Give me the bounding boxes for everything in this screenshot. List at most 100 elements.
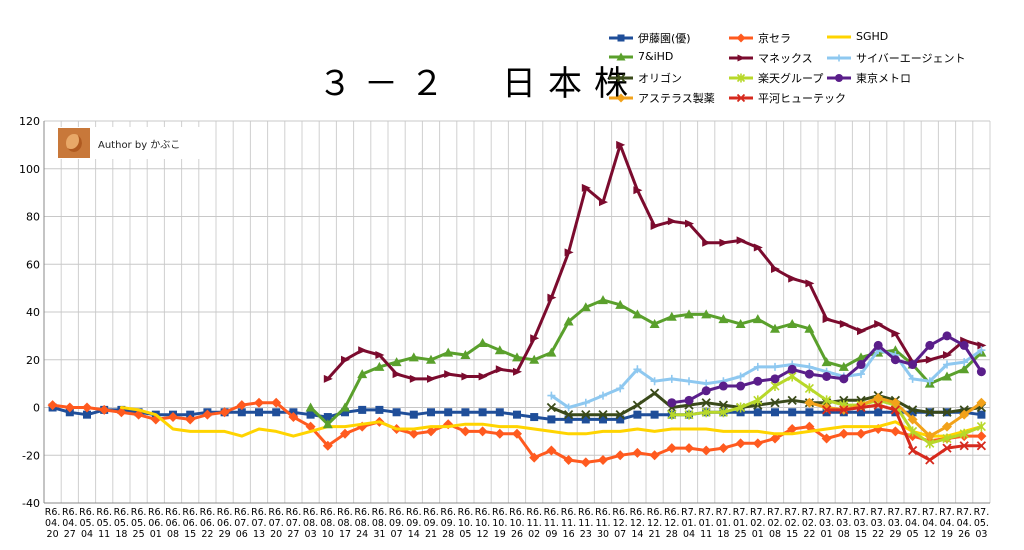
- data-point: [650, 222, 660, 231]
- data-point: [718, 314, 729, 324]
- data-point: [495, 408, 504, 417]
- data-point: [443, 347, 454, 357]
- data-point: [616, 52, 626, 60]
- x-tick-label: R6. 04. 20: [45, 507, 61, 540]
- legend-item: 東京メトロ: [826, 70, 911, 86]
- data-point: [650, 410, 659, 419]
- author-badge: Author by かぶこ: [58, 127, 203, 159]
- data-point: [408, 428, 419, 439]
- data-point: [943, 350, 952, 359]
- data-point: [237, 408, 246, 417]
- x-tick-label: R6. 08. 10: [320, 507, 336, 540]
- x-tick-label: R6. 05. 25: [131, 507, 147, 540]
- x-tick-label: R6. 06. 29: [217, 507, 233, 540]
- data-point: [835, 74, 843, 82]
- data-point: [185, 414, 196, 425]
- x-tick-label: R6. 06. 15: [182, 507, 198, 540]
- data-point: [907, 414, 918, 425]
- x-tick-label: R6. 11. 30: [595, 507, 611, 540]
- data-point: [667, 398, 677, 408]
- data-point: [753, 395, 763, 406]
- data-point: [633, 365, 642, 374]
- data-point: [444, 370, 454, 379]
- data-point: [857, 327, 866, 336]
- y-tick-label: -20: [22, 449, 40, 462]
- x-tick-label: R7. 01. 25: [733, 507, 749, 540]
- data-point: [684, 443, 694, 454]
- data-point: [426, 426, 436, 437]
- data-point: [943, 360, 951, 369]
- x-tick-label: R6. 04. 27: [62, 507, 78, 540]
- x-tick-label: R7. 04. 05: [905, 507, 921, 540]
- data-point: [667, 217, 677, 226]
- data-point: [255, 408, 263, 417]
- author-avatar: [58, 128, 90, 158]
- legend-swatch: [729, 93, 753, 103]
- data-point: [874, 319, 884, 328]
- data-point: [719, 238, 729, 247]
- data-point: [942, 443, 952, 453]
- series-line: [119, 406, 983, 438]
- data-point: [581, 183, 591, 192]
- data-point: [925, 355, 935, 364]
- data-point: [925, 377, 934, 386]
- grid: [43, 120, 991, 504]
- data-point: [787, 364, 797, 374]
- data-point: [341, 355, 350, 364]
- data-point: [632, 400, 643, 410]
- data-point: [168, 412, 178, 423]
- data-point: [477, 338, 488, 348]
- data-point: [632, 447, 643, 458]
- x-tick-label: R6. 05. 11: [96, 507, 112, 540]
- data-point: [564, 403, 573, 412]
- data-point: [391, 357, 402, 367]
- data-point: [529, 354, 540, 364]
- data-point: [219, 407, 230, 418]
- series-line: [825, 403, 983, 462]
- data-point: [890, 397, 901, 408]
- data-point: [357, 369, 368, 379]
- x-tick-label: R6. 11. 09: [544, 507, 560, 540]
- x-tick-label: R6. 05. 04: [79, 507, 95, 540]
- data-point: [615, 450, 626, 461]
- data-point: [649, 318, 660, 328]
- data-point: [701, 445, 712, 456]
- data-point: [701, 407, 711, 418]
- x-tick-label: R7. 04. 19: [939, 507, 955, 540]
- x-tick-label: R7. 03. 01: [819, 507, 835, 540]
- y-tick-label: 100: [19, 163, 40, 176]
- data-point: [322, 440, 333, 451]
- data-point: [788, 408, 797, 417]
- data-point: [580, 302, 591, 312]
- data-point: [546, 347, 557, 357]
- data-point: [477, 426, 488, 437]
- series-9: [667, 331, 986, 408]
- x-tick-label: R6. 10. 12: [475, 507, 491, 540]
- data-point: [563, 455, 574, 466]
- data-point: [427, 374, 436, 383]
- data-point: [427, 408, 435, 417]
- data-point: [512, 428, 522, 439]
- data-point: [960, 358, 969, 367]
- data-point: [546, 402, 557, 413]
- y-tick-label: 20: [26, 354, 40, 367]
- data-point: [322, 419, 333, 429]
- data-point: [599, 198, 608, 207]
- series-11: [821, 400, 987, 465]
- x-tick-label: R6. 12. 28: [664, 507, 680, 540]
- legend-label: オリゴン: [638, 72, 682, 85]
- data-point: [804, 369, 814, 379]
- data-point: [925, 455, 935, 465]
- data-point: [702, 238, 712, 247]
- data-point: [478, 408, 487, 417]
- legend-swatch: [827, 74, 851, 82]
- data-point: [908, 426, 918, 437]
- data-point: [736, 33, 746, 43]
- data-point: [805, 408, 814, 417]
- x-tick-label: R7. 02. 08: [767, 507, 783, 540]
- data-point: [890, 345, 901, 355]
- legend-label: 楽天グループ: [758, 72, 824, 85]
- data-point: [822, 371, 832, 381]
- data-point: [856, 428, 866, 439]
- data-point: [598, 455, 608, 466]
